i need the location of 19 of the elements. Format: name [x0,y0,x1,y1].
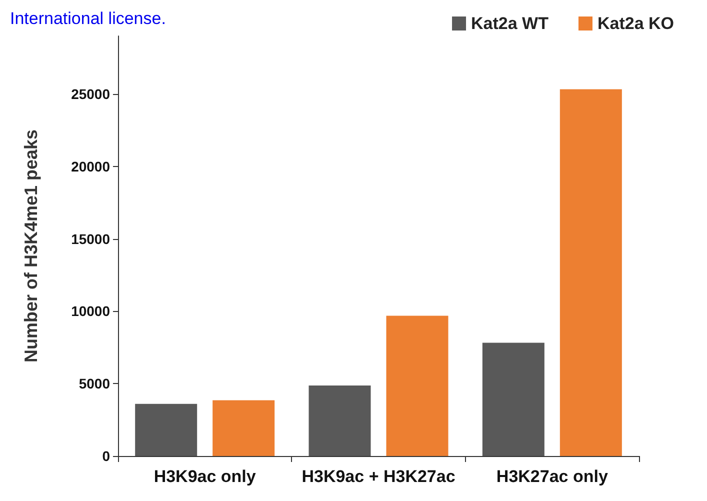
y-tick-label: 5000 [78,376,110,392]
y-tick-label: 15000 [71,230,110,247]
x-tick-label: H3K9ac + H3K27ac [302,467,456,486]
x-tick-label: H3K27ac only [496,467,608,486]
bar [135,404,198,456]
legend-label: Kat2a WT [471,14,550,33]
y-tick-label: 10000 [71,303,110,320]
text: International license. [10,9,166,28]
bar [212,400,275,456]
bar [308,385,371,456]
y-axis-title: Number of H3K4me1 peaks [21,129,41,363]
y-tick-label: 20000 [71,158,110,174]
bar [386,316,448,456]
y-tick-label: 25000 [71,86,110,102]
x-tick-label: H3K9ac only [154,467,256,486]
bar [560,89,622,456]
bar [482,342,544,456]
y-tick-label: 0 [102,448,110,464]
legend-label: Kat2a KO [597,14,674,33]
